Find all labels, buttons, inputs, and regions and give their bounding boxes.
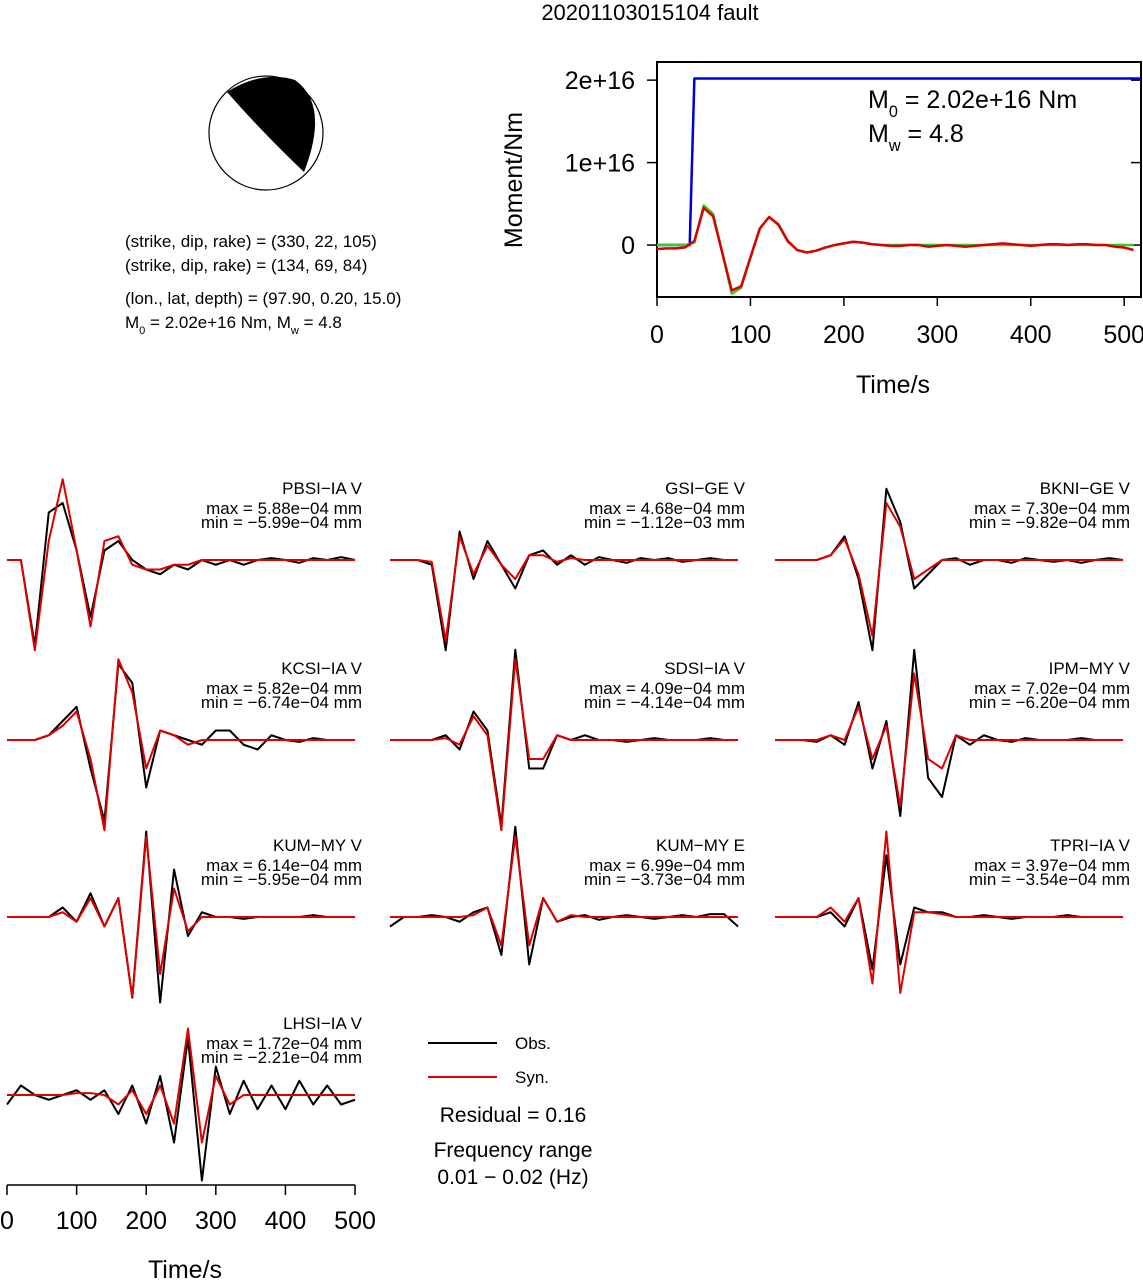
residual: Residual = 0.16 — [440, 1104, 587, 1127]
x-tick-label: 100 — [730, 321, 772, 349]
waveform-syn — [7, 658, 356, 832]
waveform-obs — [7, 502, 356, 647]
max-label: max = 5.82e−04 mm — [206, 679, 362, 698]
beachball-compression — [227, 76, 316, 172]
x-tick-label: 0 — [650, 321, 664, 349]
annotation: M0 = 2.02e+16 Nm, Mw = 4.8 — [125, 313, 342, 337]
figure-title: 20201103015104 fault — [541, 0, 758, 25]
text-part: = 2.02e+16 Nm — [898, 86, 1077, 114]
x-tick-label: 200 — [823, 321, 865, 349]
annotation: Mw = 4.8 — [868, 120, 964, 155]
min-label: min = −4.14e−04 mm — [584, 693, 745, 712]
station-label: TPRI−IA V — [1050, 836, 1130, 855]
frequency-title: Frequency range — [434, 1139, 593, 1162]
subscript: 0 — [139, 325, 145, 337]
station-label: PBSI−IA V — [282, 479, 363, 498]
waveform-obs — [390, 530, 739, 652]
station-label: GSI−GE V — [665, 479, 745, 498]
waveform-syn — [390, 658, 739, 832]
text-part: M — [125, 313, 139, 332]
x-tick-label: 0 — [0, 1207, 14, 1235]
station-label: LHSI−IA V — [283, 1014, 363, 1033]
max-label: max = 4.68e−04 mm — [589, 499, 745, 518]
x-tick-label: 500 — [1103, 321, 1143, 349]
station-label: IPM−MY V — [1049, 659, 1131, 678]
max-label: max = 3.97e−04 mm — [974, 856, 1130, 875]
text-part: (lon., lat, depth) = (97.90, 0.20, 15.0) — [125, 289, 401, 308]
min-label: min = −6.20e−04 mm — [969, 693, 1130, 712]
x-tick-label: 200 — [125, 1207, 167, 1235]
x-tick-label: 400 — [265, 1207, 307, 1235]
x-tick-label: 500 — [334, 1207, 376, 1235]
min-label: min = −5.95e−04 mm — [201, 870, 362, 889]
min-label: min = −6.74e−04 mm — [201, 693, 362, 712]
x-tick-label: 300 — [916, 321, 958, 349]
min-label: min = −3.54e−04 mm — [969, 870, 1130, 889]
max-label: max = 5.88e−04 mm — [206, 499, 362, 518]
frequency-range: 0.01 − 0.02 (Hz) — [437, 1166, 588, 1189]
annotation: (lon., lat, depth) = (97.90, 0.20, 15.0) — [125, 289, 401, 308]
legend-label: Obs. — [515, 1034, 551, 1053]
max-label: max = 7.30e−04 mm — [974, 499, 1130, 518]
text-part: = 4.8 — [901, 120, 964, 148]
station-label: SDSI−IA V — [664, 659, 745, 678]
subscript: 0 — [889, 103, 898, 121]
text-part: = 2.02e+16 Nm, M — [145, 313, 291, 332]
annotation: M0 = 2.02e+16 Nm — [868, 86, 1077, 121]
waveform-syn — [7, 478, 356, 652]
text-part: = 4.8 — [299, 313, 342, 332]
waveform-syn — [7, 1027, 356, 1144]
station-label: KUM−MY V — [273, 836, 363, 855]
waveform-syn — [775, 672, 1124, 808]
waveform-obs — [7, 663, 356, 822]
station-label: KCSI−IA V — [281, 659, 362, 678]
y-tick-label: 2e+16 — [565, 67, 635, 95]
min-label: min = −9.82e−04 mm — [969, 513, 1130, 532]
annotation: (strike, dip, rake) = (134, 69, 84) — [125, 256, 367, 275]
text-part: (strike, dip, rake) = (134, 69, 84) — [125, 256, 367, 275]
x-tick-label: 100 — [56, 1207, 98, 1235]
text-part: M — [868, 120, 889, 148]
x-axis-label: Time/s — [148, 1256, 222, 1281]
y-tick-label: 0 — [621, 232, 635, 260]
max-label: max = 4.09e−04 mm — [589, 679, 745, 698]
text-part: M — [868, 86, 889, 114]
max-label: max = 6.99e−04 mm — [589, 856, 745, 875]
x-tick-label: 400 — [1010, 321, 1052, 349]
beachball — [208, 75, 324, 191]
min-label: min = −2.21e−04 mm — [201, 1048, 362, 1067]
subscript: w — [290, 325, 299, 337]
x-axis-label: Time/s — [856, 371, 930, 399]
y-tick-label: 1e+16 — [565, 150, 635, 178]
min-label: min = −1.12e−03 mm — [584, 513, 745, 532]
moment-line — [656, 206, 1134, 292]
waveform-syn — [7, 835, 356, 999]
waveform-syn — [390, 835, 739, 947]
max-label: max = 7.02e−04 mm — [974, 679, 1130, 698]
waveform-syn — [390, 535, 739, 642]
min-label: min = −3.73e−04 mm — [584, 870, 745, 889]
max-label: max = 6.14e−04 mm — [206, 856, 362, 875]
waveform-syn — [775, 502, 1124, 637]
station-label: KUM−MY E — [656, 836, 745, 855]
annotation: (strike, dip, rake) = (330, 22, 105) — [125, 232, 377, 251]
moment-frame — [656, 61, 1142, 298]
legend-label: Syn. — [515, 1068, 549, 1087]
station-label: BKNI−GE V — [1040, 479, 1131, 498]
waveform-syn — [775, 830, 1124, 994]
y-axis-label: Moment/Nm — [500, 112, 528, 248]
min-label: min = −5.99e−04 mm — [201, 513, 362, 532]
text-part: (strike, dip, rake) = (330, 22, 105) — [125, 232, 377, 251]
subscript: w — [888, 137, 901, 155]
x-tick-label: 300 — [195, 1207, 237, 1235]
max-label: max = 1.72e−04 mm — [206, 1034, 362, 1053]
